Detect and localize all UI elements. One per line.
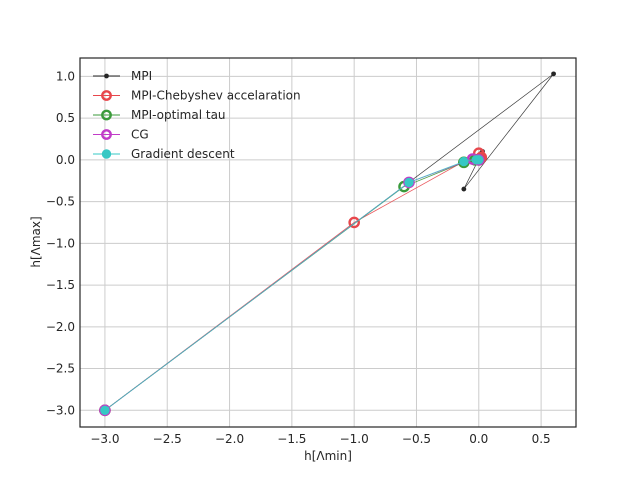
legend-marker-swatch (101, 129, 112, 140)
data-point (461, 186, 467, 192)
legend-item: Gradient descent (93, 147, 235, 161)
legend-marker-swatch (101, 149, 112, 159)
legend-label: MPI (131, 69, 152, 83)
y-tick-label: −0.5 (46, 195, 75, 209)
series-gradient-descent (100, 155, 484, 415)
y-tick-label: −2.0 (46, 320, 75, 334)
y-tick-label: −3.0 (46, 403, 75, 417)
x-tick-label: −1.0 (340, 432, 369, 446)
y-tick-label: −2.5 (46, 362, 75, 376)
legend-label: CG (131, 128, 149, 142)
x-tick-label: −2.5 (153, 432, 182, 446)
x-tick-label: −3.0 (90, 432, 119, 446)
data-point (100, 405, 110, 415)
legend-item: MPI-optimal tau (93, 108, 226, 122)
x-tick-label: 0.5 (532, 432, 551, 446)
legend-marker-swatch (101, 109, 112, 121)
legend-item: MPI-Chebyshev accelaration (93, 89, 301, 103)
x-tick-label: −2.0 (215, 432, 244, 446)
legend-item: CG (93, 128, 149, 142)
tick-labels: −3.0 −2.5 −2.0 −1.5 −1.0 −0.5 0.0 0.5 1.0 0.5 0.0 −… (46, 69, 551, 446)
series-layer (99, 71, 556, 417)
data-point (474, 155, 484, 165)
y-tick-label: 0.5 (56, 111, 75, 125)
y-tick-label: 1.0 (56, 69, 75, 83)
y-axis-label: h[Λmax] (29, 216, 43, 267)
legend-label: MPI-optimal tau (131, 108, 226, 122)
legend-marker-swatch (104, 73, 109, 79)
y-tick-label: −1.5 (46, 278, 75, 292)
data-point (404, 177, 414, 188)
legend-label: MPI-Chebyshev accelaration (131, 89, 301, 103)
plot-frame (79, 57, 577, 428)
x-tick-label: −0.5 (402, 432, 431, 446)
x-tick-label: −1.5 (277, 432, 306, 446)
legend-label: Gradient descent (131, 147, 235, 161)
data-point (348, 216, 360, 229)
data-point (459, 156, 469, 167)
y-tick-label: −1.0 (46, 236, 75, 250)
data-point (551, 71, 556, 77)
grid (80, 58, 576, 427)
y-tick-label: 0.0 (56, 153, 75, 167)
legend-item: MPI (93, 69, 152, 83)
x-tick-label: 0.0 (469, 432, 488, 446)
x-axis-label: h[Λmin] (304, 449, 352, 463)
legend: MPI MPI-Chebyshev accelaration MPI-optimal… (93, 69, 301, 161)
legend-marker-swatch (101, 90, 112, 101)
